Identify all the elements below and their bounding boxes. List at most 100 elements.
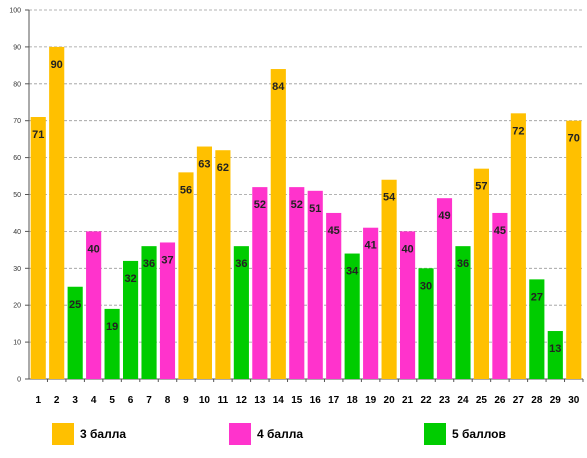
- x-tick-labels: 1 2 3 4 5 6 7 8 9 10 11 12 13 14 15 16 17 18 19 20 21 22 23 24 2…: [35, 395, 579, 406]
- bars: [30, 46, 582, 380]
- y-tick-label: 90: [13, 44, 21, 51]
- data-label-18: 34: [346, 266, 359, 278]
- legend-label: 4 балла: [257, 427, 303, 441]
- legend-item-3: 3 балла: [52, 423, 126, 445]
- data-label-10: 63: [198, 159, 210, 171]
- bar-11: [215, 150, 231, 379]
- legend-swatch: [52, 423, 74, 445]
- data-label-2: 90: [51, 59, 63, 71]
- bar-29: [547, 331, 563, 379]
- bar-12: [233, 246, 249, 379]
- y-tick-label: 100: [9, 8, 21, 15]
- bar-6: [122, 260, 139, 379]
- data-label-24: 36: [457, 258, 469, 270]
- x-tick-label-24: 24: [457, 395, 469, 406]
- data-label-11: 62: [217, 162, 229, 174]
- y-tick-label: 40: [13, 229, 21, 236]
- x-tick-label-14: 14: [273, 395, 285, 406]
- x-tick-label-9: 9: [183, 395, 189, 406]
- x-tick-label-16: 16: [310, 395, 322, 406]
- data-label-14: 84: [272, 81, 285, 93]
- data-label-5: 19: [106, 321, 118, 333]
- data-label-9: 56: [180, 184, 192, 196]
- data-label-21: 40: [401, 243, 413, 255]
- bar-18: [344, 253, 360, 379]
- data-label-26: 45: [494, 225, 506, 237]
- data-label-12: 36: [235, 258, 247, 270]
- data-label-16: 51: [309, 203, 321, 215]
- bar-28: [529, 279, 545, 379]
- x-tick-label-3: 3: [72, 395, 78, 406]
- x-tick-label-12: 12: [236, 395, 248, 406]
- gridlines: [29, 9, 583, 343]
- data-label-3: 25: [69, 299, 81, 311]
- bar-3: [67, 286, 83, 379]
- x-tick-label-22: 22: [420, 395, 432, 406]
- x-tick-label-17: 17: [328, 395, 340, 406]
- data-label-25: 57: [475, 181, 487, 193]
- data-label-29: 13: [549, 343, 561, 355]
- legend-item-4: 4 балла: [229, 423, 303, 445]
- y-tick-label: 50: [13, 192, 21, 199]
- bar-16: [307, 190, 323, 379]
- bar-15: [289, 187, 305, 379]
- data-label-30: 70: [568, 133, 580, 145]
- x-tick-label-29: 29: [550, 395, 562, 406]
- bar-20: [381, 179, 397, 379]
- bar-21: [399, 231, 416, 379]
- x-tick-label-18: 18: [347, 395, 359, 406]
- x-tick-label-7: 7: [146, 395, 152, 406]
- bar-1: [30, 117, 46, 379]
- x-tick-label-15: 15: [291, 395, 303, 406]
- bar-13: [252, 187, 268, 379]
- legend-swatch: [424, 423, 446, 445]
- y-tick-label: 30: [13, 266, 21, 273]
- bar-30: [566, 120, 582, 379]
- data-label-28: 27: [531, 291, 543, 303]
- bar-7: [141, 246, 157, 379]
- bar-19: [363, 227, 379, 379]
- data-label-17: 45: [328, 225, 340, 237]
- data-label-19: 41: [365, 240, 377, 252]
- data-label-13: 52: [254, 199, 266, 211]
- x-tick-label-25: 25: [476, 395, 488, 406]
- legend-item-5: 5 баллов: [424, 423, 506, 445]
- x-tick-label-11: 11: [218, 395, 229, 406]
- bar-10: [196, 146, 213, 379]
- x-tick-label-8: 8: [165, 395, 171, 406]
- y-tick-label: 80: [13, 81, 21, 88]
- x-tick-label-4: 4: [91, 395, 97, 406]
- bar-2: [49, 46, 65, 380]
- x-tick-label-19: 19: [365, 395, 377, 406]
- axes: 0 10 20 30 40 50 60 70 80 90 100: [9, 8, 584, 384]
- y-tick-label: 20: [13, 303, 21, 310]
- x-tick-label-26: 26: [494, 395, 506, 406]
- x-tick-label-28: 28: [531, 395, 543, 406]
- y-tick-label: 60: [13, 155, 21, 162]
- bar-8: [159, 242, 176, 379]
- bar-24: [455, 246, 471, 379]
- x-tick-label-13: 13: [254, 395, 266, 406]
- bar-17: [326, 212, 342, 379]
- y-tick-label: 10: [13, 340, 21, 347]
- legend-label: 3 балла: [80, 427, 126, 441]
- legend-swatch: [229, 423, 251, 445]
- x-tick-label-10: 10: [199, 395, 211, 406]
- x-tick-label-6: 6: [128, 395, 134, 406]
- bar-4: [86, 231, 102, 379]
- bar-27: [510, 113, 526, 379]
- data-label-7: 36: [143, 258, 155, 270]
- bar-26: [492, 212, 508, 379]
- x-tick-label-1: 1: [35, 395, 41, 406]
- data-label-22: 30: [420, 280, 432, 292]
- x-tick-label-23: 23: [439, 395, 451, 406]
- data-label-6: 32: [124, 273, 136, 285]
- data-label-1: 71: [32, 129, 44, 141]
- y-tick-label: 0: [17, 377, 21, 384]
- data-label-27: 72: [512, 125, 524, 137]
- data-label-23: 49: [438, 210, 450, 222]
- bar-9: [178, 172, 194, 379]
- data-label-8: 37: [161, 254, 173, 266]
